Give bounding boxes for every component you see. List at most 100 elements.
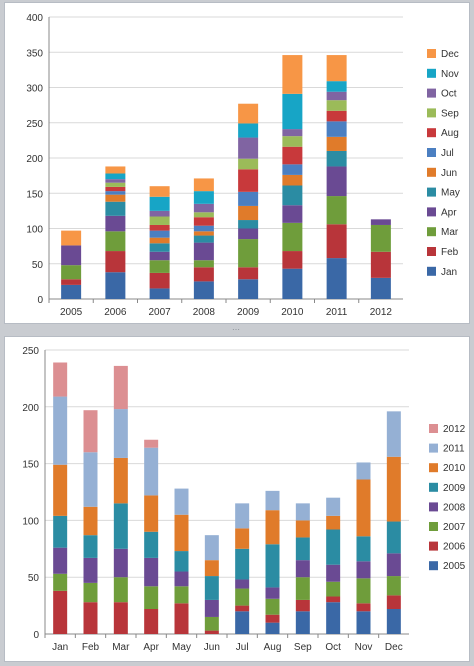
bar-segment-nov[interactable] — [193, 191, 214, 204]
bar-segment-2010[interactable] — [386, 456, 401, 522]
bar-segment-aug[interactable] — [193, 217, 214, 226]
bar-segment-jan[interactable] — [238, 279, 259, 299]
bar-segment-aug[interactable] — [238, 169, 259, 192]
chart-panel-by-year[interactable]: 0 50 100 150 200 250 300 350 400 2005 2006 2007 2008… — [4, 2, 470, 324]
bar-segment-jun[interactable] — [105, 194, 126, 202]
chart-panel-by-month[interactable]: 0 50 100 150 200 250 Jan Feb Mar Apr May Jun Jul Aug S… — [4, 336, 470, 662]
bar-segment-apr[interactable] — [282, 205, 303, 223]
bar-segment-2007[interactable] — [235, 588, 250, 606]
bar-segment-apr[interactable] — [370, 219, 391, 225]
bar-segment-2006[interactable] — [204, 630, 219, 634]
bar-segment-may[interactable] — [282, 185, 303, 206]
bar-segment-apr[interactable] — [326, 166, 347, 197]
bar-segment-2011[interactable] — [386, 411, 401, 457]
bar-segment-2012[interactable] — [113, 365, 128, 410]
bar-segment-2006[interactable] — [295, 599, 310, 612]
bar-segment-2010[interactable] — [326, 515, 341, 530]
bar-segment-2007[interactable] — [204, 616, 219, 631]
bar-segment-aug[interactable] — [105, 186, 126, 192]
bar-segment-2009[interactable] — [235, 548, 250, 580]
bar-segment-2006[interactable] — [265, 614, 280, 623]
bar-segment-2006[interactable] — [113, 602, 128, 634]
bar-segment-2010[interactable] — [83, 506, 98, 536]
bar-segment-2009[interactable] — [113, 503, 128, 549]
bar-segment-2010[interactable] — [53, 464, 68, 516]
bar-segment-dec[interactable] — [61, 230, 82, 246]
bar-segment-2005[interactable] — [356, 611, 371, 634]
bar-segment-2007[interactable] — [326, 581, 341, 597]
bar-segment-may[interactable] — [149, 243, 170, 252]
bar-segment-jul[interactable] — [105, 191, 126, 195]
bar-segment-apr[interactable] — [61, 245, 82, 266]
bar-segment-2009[interactable] — [174, 551, 189, 572]
bar-segment-jun[interactable] — [238, 205, 259, 221]
bar-segment-mar[interactable] — [326, 196, 347, 225]
bar-segment-jul[interactable] — [149, 230, 170, 238]
bar-segment-2006[interactable] — [174, 603, 189, 634]
bar-segment-feb[interactable] — [193, 267, 214, 282]
bar-segment-2009[interactable] — [265, 544, 280, 588]
bar-segment-2008[interactable] — [174, 571, 189, 587]
bar-segment-aug[interactable] — [282, 146, 303, 165]
bar-segment-feb[interactable] — [282, 251, 303, 269]
bar-segment-2006[interactable] — [144, 609, 159, 634]
bar-segment-2008[interactable] — [295, 560, 310, 578]
bar-segment-mar[interactable] — [370, 224, 391, 252]
bar-segment-feb[interactable] — [238, 267, 259, 280]
bar-segment-2009[interactable] — [295, 537, 310, 561]
bar-segment-2010[interactable] — [204, 560, 219, 577]
bar-segment-may[interactable] — [326, 150, 347, 167]
bar-segment-2006[interactable] — [83, 602, 98, 634]
bar-segment-jan[interactable] — [326, 258, 347, 299]
bar-segment-2005[interactable] — [386, 609, 401, 634]
bar-segment-jul[interactable] — [193, 225, 214, 232]
bar-segment-sep[interactable] — [326, 100, 347, 111]
bar-segment-2007[interactable] — [83, 582, 98, 603]
bar-segment-2006[interactable] — [386, 595, 401, 610]
bar-segment-may[interactable] — [193, 235, 214, 243]
bar-segment-2011[interactable] — [356, 462, 371, 480]
bar-segment-jul[interactable] — [238, 191, 259, 206]
bar-segment-2009[interactable] — [386, 521, 401, 554]
resize-grip-icon[interactable]: ⋯ — [232, 325, 240, 334]
bar-segment-jan[interactable] — [282, 268, 303, 299]
bar-segment-2007[interactable] — [356, 578, 371, 604]
bar-segment-2011[interactable] — [53, 396, 68, 465]
bar-segment-jun[interactable] — [326, 136, 347, 151]
bar-segment-mar[interactable] — [193, 260, 214, 268]
bar-segment-2008[interactable] — [386, 553, 401, 577]
bar-segment-jun[interactable] — [193, 231, 214, 236]
bar-segment-2012[interactable] — [144, 439, 159, 448]
bar-segment-2008[interactable] — [356, 561, 371, 579]
bar-segment-apr[interactable] — [193, 242, 214, 261]
bar-segment-2012[interactable] — [83, 410, 98, 453]
bar-segment-apr[interactable] — [238, 228, 259, 240]
bar-segment-oct[interactable] — [193, 203, 214, 213]
bar-segment-2010[interactable] — [113, 457, 128, 504]
bar-segment-2006[interactable] — [53, 590, 68, 634]
bar-segment-sep[interactable] — [238, 158, 259, 170]
bar-segment-jun[interactable] — [282, 174, 303, 186]
bar-segment-nov[interactable] — [238, 123, 259, 138]
bar-segment-2005[interactable] — [265, 622, 280, 634]
bar-segment-2008[interactable] — [113, 548, 128, 578]
bar-segment-aug[interactable] — [149, 224, 170, 231]
bar-segment-2010[interactable] — [295, 520, 310, 538]
bar-segment-jan[interactable] — [370, 277, 391, 299]
bar-segment-2012[interactable] — [53, 362, 68, 397]
bar-segment-oct[interactable] — [149, 210, 170, 217]
bar-segment-2006[interactable] — [235, 605, 250, 612]
bar-segment-sep[interactable] — [193, 212, 214, 218]
bar-segment-2011[interactable] — [113, 409, 128, 458]
bar-segment-2006[interactable] — [356, 603, 371, 612]
bar-segment-nov[interactable] — [149, 196, 170, 211]
bar-segment-2008[interactable] — [144, 557, 159, 587]
bar-segment-sep[interactable] — [149, 216, 170, 225]
bar-segment-nov[interactable] — [282, 93, 303, 130]
bar-segment-jan[interactable] — [105, 272, 126, 299]
bar-segment-feb[interactable] — [105, 251, 126, 273]
bar-segment-2011[interactable] — [174, 488, 189, 515]
bar-segment-feb[interactable] — [370, 251, 391, 278]
bar-segment-2011[interactable] — [265, 490, 280, 511]
bar-segment-mar[interactable] — [238, 239, 259, 268]
